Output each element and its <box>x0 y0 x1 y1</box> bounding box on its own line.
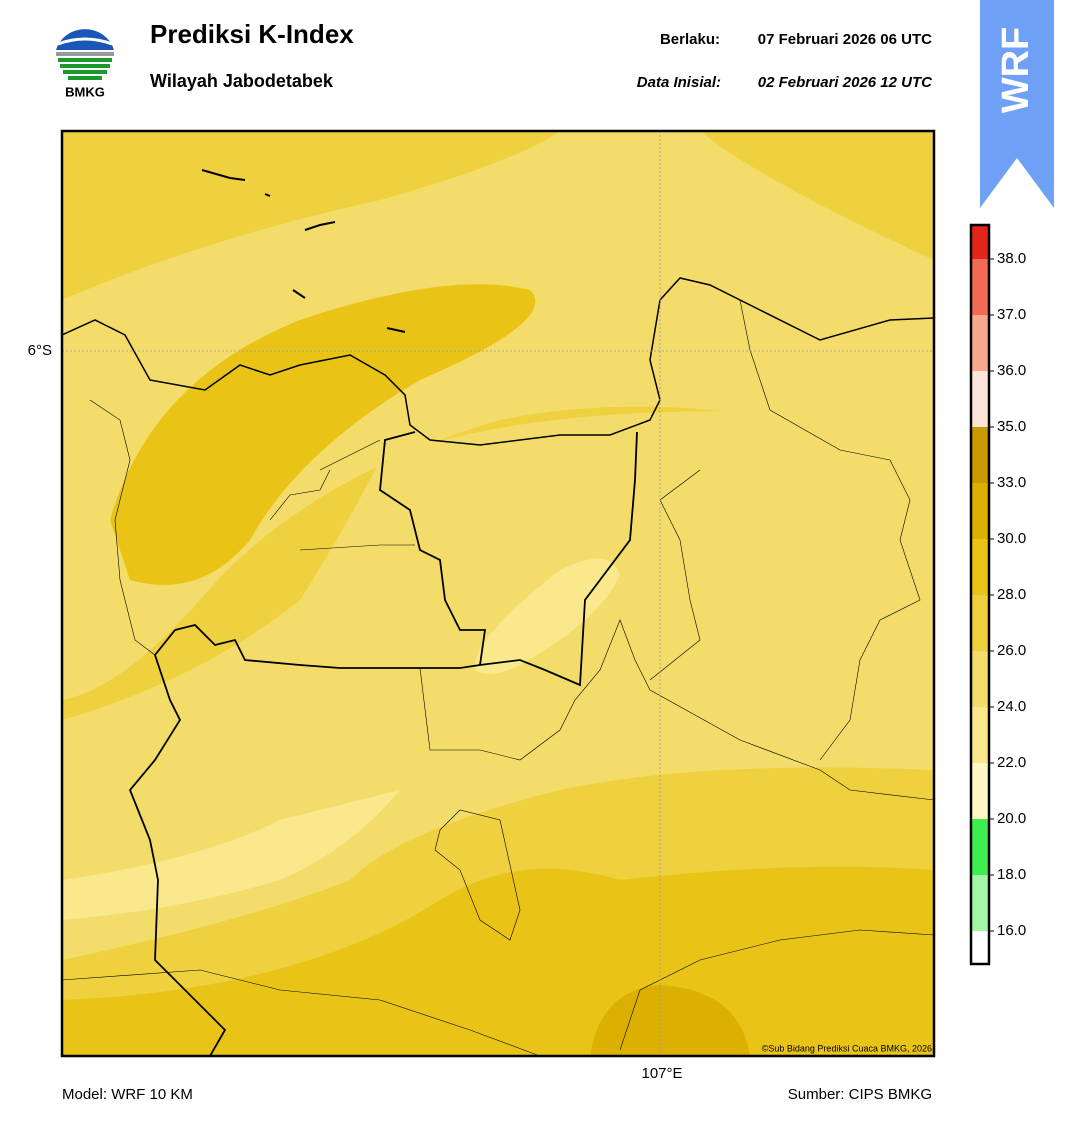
boundaries <box>62 169 934 1056</box>
colorbar-segment <box>971 259 989 315</box>
logo <box>56 29 114 80</box>
colorbar-segment <box>971 483 989 539</box>
badge-ribbon <box>980 0 1054 208</box>
valid-label: Berlaku: <box>660 31 720 48</box>
model: Model: WRF 10 KM <box>62 1086 193 1103</box>
map-frame <box>60 129 936 1058</box>
colorbar-segment <box>971 371 989 427</box>
colorbar-tick-label: 37.0 <box>997 306 1026 323</box>
colorbar-tick-label: 18.0 <box>997 866 1026 883</box>
colorbar-tick-label: 33.0 <box>997 474 1026 491</box>
title: Prediksi K-Index <box>150 19 354 49</box>
map-fill <box>62 131 934 1056</box>
logo-text: BMKG <box>65 84 105 99</box>
lat-label: 6°S <box>28 342 52 359</box>
subtitle: Wilayah Jabodetabek <box>150 71 334 91</box>
colorbar-tick-label: 16.0 <box>997 922 1026 939</box>
lon-label: 107°E <box>641 1065 682 1082</box>
colorbar-tick-label: 22.0 <box>997 754 1026 771</box>
colorbar-segment <box>971 875 989 931</box>
colorbar-segment <box>971 539 989 595</box>
colorbar: 16.0 18.0 20.0 22.0 24.0 26.0 28.0 30.0 33.0 35.0… <box>969 223 1026 966</box>
colorbar-segment <box>971 931 989 964</box>
colorbar-segment <box>971 763 989 819</box>
colorbar-segment <box>971 315 989 371</box>
colorbar-segment <box>971 595 989 651</box>
colorbar-tick-label: 38.0 <box>997 250 1026 267</box>
colorbar-tick-label: 20.0 <box>997 810 1026 827</box>
colorbar-tick-label: 30.0 <box>997 530 1026 547</box>
colorbar-tick-label: 26.0 <box>997 642 1026 659</box>
colorbar-frame <box>969 223 991 966</box>
copyright: ©Sub Bidang Prediksi Cuaca BMKG, 2026 <box>762 1043 932 1053</box>
colorbar-segment <box>971 225 989 259</box>
colorbar-segment <box>971 819 989 875</box>
source: Sumber: CIPS BMKG <box>788 1086 932 1103</box>
badge: WRF <box>995 27 1037 114</box>
colorbar-segment <box>971 427 989 483</box>
init-time: 02 Februari 2026 12 UTC <box>758 74 933 91</box>
colorbar-segment <box>971 707 989 763</box>
valid-time: 07 Februari 2026 06 UTC <box>758 31 932 48</box>
colorbar-tick-label: 24.0 <box>997 698 1026 715</box>
init-label: Data Inisial: <box>637 74 721 91</box>
colorbar-tick-label: 35.0 <box>997 418 1026 435</box>
colorbar-segment <box>971 651 989 707</box>
colorbar-tick-label: 28.0 <box>997 586 1026 603</box>
colorbar-tick-label: 36.0 <box>997 362 1026 379</box>
